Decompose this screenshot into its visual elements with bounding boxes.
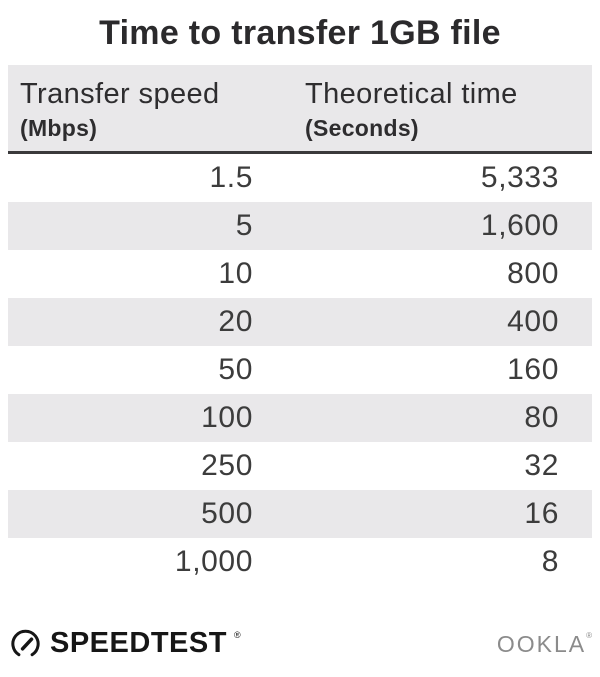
speedtest-wordmark: SPEEDTEST xyxy=(50,627,227,659)
time-value: 32 xyxy=(524,449,559,482)
speedtest-gauge-icon xyxy=(8,626,43,661)
table-row: 20 400 xyxy=(8,298,592,346)
table-row: 1.5 5,333 xyxy=(8,154,592,202)
header-unit: (Seconds) xyxy=(305,115,419,141)
ookla-registered-mark: ® xyxy=(586,630,592,640)
time-value: 800 xyxy=(507,257,559,290)
speed-value: 250 xyxy=(201,449,253,482)
header-col-theoretical-time: Theoretical time (Seconds) xyxy=(258,76,592,151)
table-row: 5 1,600 xyxy=(8,202,592,250)
ookla-wordmark: OOKLA xyxy=(496,630,587,657)
data-table: Transfer speed (Mbps) Theoretical time (… xyxy=(8,65,592,586)
ookla-logo: OOKLA ® xyxy=(497,630,592,658)
time-value: 160 xyxy=(507,353,559,386)
speed-value: 100 xyxy=(201,401,253,434)
speed-value: 500 xyxy=(201,497,253,530)
table-row: 250 32 xyxy=(8,442,592,490)
time-value: 400 xyxy=(507,305,559,338)
time-value: 8 xyxy=(541,545,559,578)
header-unit: (Mbps) xyxy=(20,115,98,141)
header-title: Theoretical time xyxy=(305,78,518,110)
speed-value: 1.5 xyxy=(209,161,253,194)
speed-value: 50 xyxy=(218,353,253,386)
header-title: Transfer speed xyxy=(20,78,220,110)
table-header: Transfer speed (Mbps) Theoretical time (… xyxy=(8,65,592,151)
table-row: 100 80 xyxy=(8,394,592,442)
table-row: 50 160 xyxy=(8,346,592,394)
table-body: 1.5 5,333 5 1,600 10 800 20 400 50 160 1… xyxy=(8,154,592,586)
page-title: Time to transfer 1GB file xyxy=(99,14,501,52)
table-row: 1,000 8 xyxy=(8,538,592,586)
time-value: 1,600 xyxy=(480,209,559,242)
header-col-transfer-speed: Transfer speed (Mbps) xyxy=(8,76,258,151)
speed-value: 20 xyxy=(218,305,253,338)
speed-value: 5 xyxy=(235,209,253,242)
time-value: 16 xyxy=(524,497,559,530)
footer: SPEEDTEST ® OOKLA ® xyxy=(8,626,592,661)
speedtest-logo: SPEEDTEST ® xyxy=(8,626,241,661)
table-row: 10 800 xyxy=(8,250,592,298)
table-row: 500 16 xyxy=(8,490,592,538)
time-value: 80 xyxy=(524,401,559,434)
header-divider xyxy=(8,151,592,154)
speed-value: 10 xyxy=(218,257,253,290)
time-value: 5,333 xyxy=(480,161,559,194)
speedtest-registered-mark: ® xyxy=(233,629,241,640)
speed-value: 1,000 xyxy=(174,545,253,578)
